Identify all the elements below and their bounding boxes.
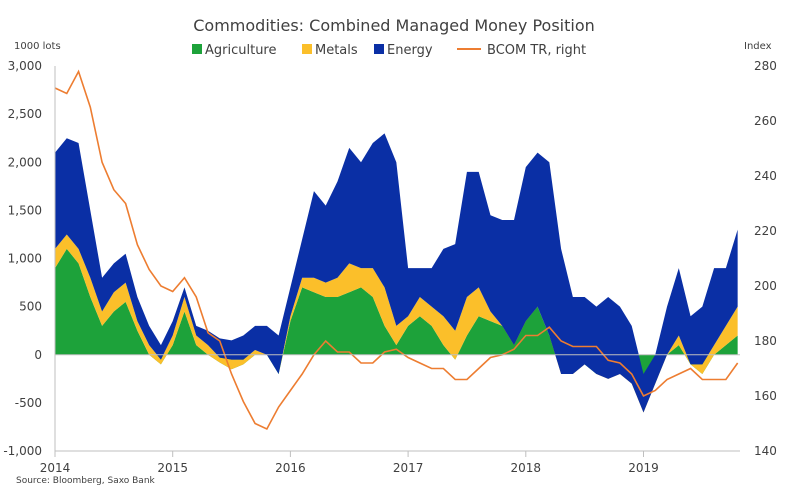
x-tick-label: 2017 — [393, 461, 424, 475]
chart-title: Commodities: Combined Managed Money Posi… — [193, 16, 595, 35]
y-tick-label-right: 260 — [754, 114, 777, 128]
x-tick-label: 2018 — [511, 461, 542, 475]
y-tick-label: 3,000 — [8, 59, 42, 73]
y-tick-label: 2,000 — [8, 155, 42, 169]
y-tick-label-right: 280 — [754, 59, 777, 73]
x-tick-label: 2019 — [628, 461, 659, 475]
y-tick-label: -1,000 — [3, 444, 42, 458]
x-tick-label: 2016 — [275, 461, 306, 475]
legend-label-agriculture: Agriculture — [205, 43, 277, 58]
legend-label-metals: Metals — [315, 43, 358, 58]
y-tick-label: -500 — [15, 396, 42, 410]
legend-label-energy: Energy — [387, 43, 433, 58]
y-axis-label-right: Index — [744, 41, 772, 52]
y-tick-label-right: 140 — [754, 444, 777, 458]
x-tick-label: 2014 — [40, 461, 71, 475]
area-layers — [55, 133, 738, 413]
y-tick-label-right: 240 — [754, 169, 777, 183]
y-tick-label: 2,500 — [8, 107, 42, 121]
axes — [54, 66, 740, 452]
legend-label-bcom: BCOM TR, right — [487, 43, 586, 58]
y-ticks-right: 280 260 240 220 200 180 160 140 — [754, 59, 777, 458]
y-tick-label-right: 180 — [754, 334, 777, 348]
y-tick-label: 500 — [19, 300, 42, 314]
x-tick-label: 2015 — [157, 461, 188, 475]
y-tick-label: 1,500 — [8, 203, 42, 217]
legend-swatch-metals — [302, 44, 312, 54]
legend-swatch-energy — [374, 44, 384, 54]
legend-swatch-agriculture — [192, 44, 202, 54]
line-bcom-tr — [54, 69, 739, 431]
y-ticks-left: 3,000 2,500 2,000 1,500 1,000 500 0 -500 -1,000 — [3, 59, 42, 458]
legend: Agriculture Metals Energy BCOM TR, right — [192, 43, 586, 58]
area-energy — [55, 133, 738, 413]
y-tick-label: 0 — [34, 348, 42, 362]
x-ticks: 2014 2015 2016 2017 2018 2019 — [40, 451, 659, 475]
line-layer — [54, 69, 739, 431]
y-tick-label: 1,000 — [8, 252, 42, 266]
y-tick-label-right: 200 — [754, 279, 777, 293]
y-tick-label-right: 160 — [754, 389, 777, 403]
y-tick-label-right: 220 — [754, 224, 777, 238]
source-note: Source: Bloomberg, Saxo Bank — [16, 476, 156, 486]
y-axis-label-left: 1000 lots — [14, 41, 61, 52]
